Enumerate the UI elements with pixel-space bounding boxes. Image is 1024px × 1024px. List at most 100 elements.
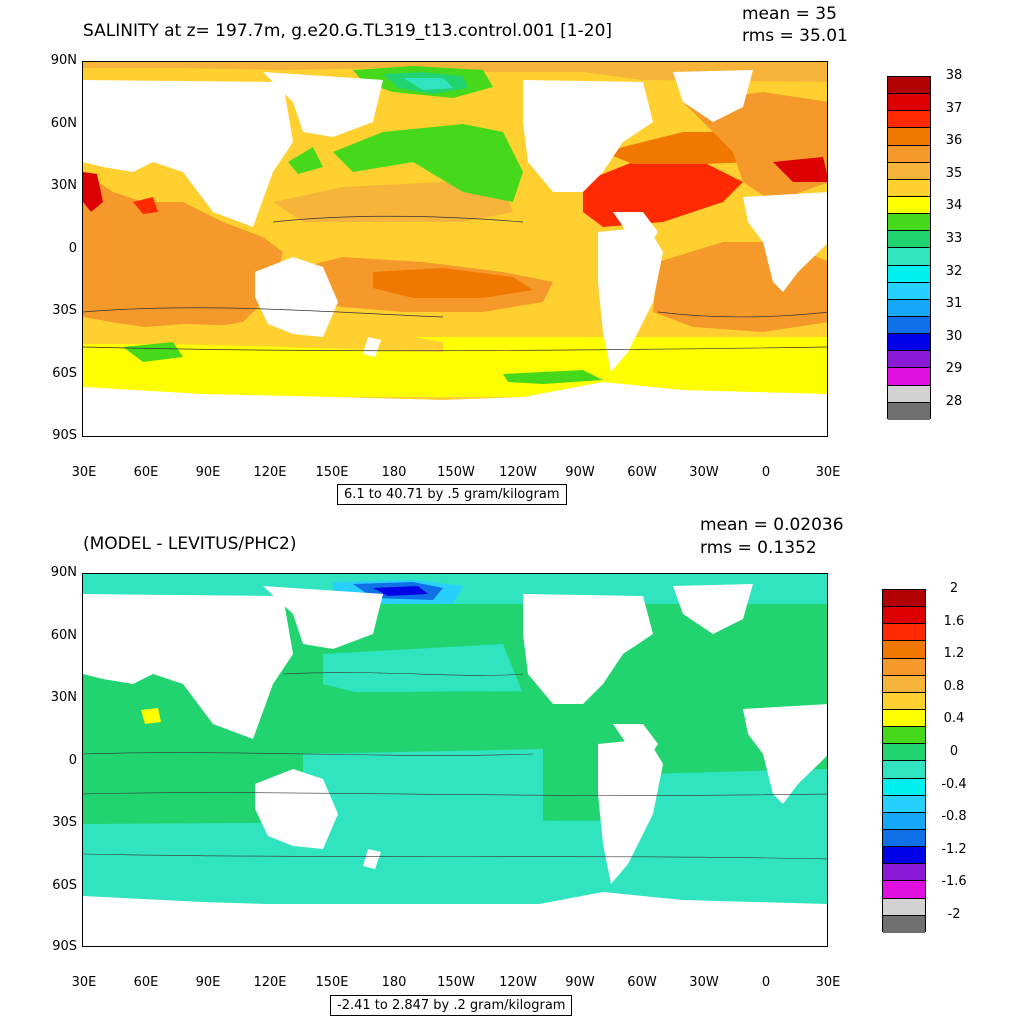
lat-tick-label: 90N <box>50 565 77 580</box>
colorbar-swatch <box>888 385 930 403</box>
lon-tick-label: 0 <box>761 465 771 480</box>
colorbar-label: 0.8 <box>943 678 965 694</box>
lon-tick-label: 150E <box>315 465 349 480</box>
colorbar-label: 31 <box>945 296 963 312</box>
colorbar-label: -1.6 <box>941 874 967 890</box>
colorbar-label: 35 <box>945 165 963 181</box>
colorbar-label: 1.6 <box>943 613 965 629</box>
colorbar-swatch <box>888 351 930 369</box>
colorbar-swatch <box>883 744 925 762</box>
colorbar-label: 33 <box>945 230 963 246</box>
lat-tick-label: 90N <box>50 53 77 68</box>
lat-tick-label: 90S <box>52 939 77 954</box>
colorbar-swatch <box>888 162 930 180</box>
colorbar-swatch <box>883 847 925 865</box>
colorbar-swatch <box>888 128 930 146</box>
lon-tick-label: 120W <box>499 975 537 990</box>
lon-tick-label: 90E <box>195 975 221 990</box>
lon-tick-label: 90W <box>565 975 595 990</box>
colorbar-swatch <box>883 915 925 933</box>
lon-tick-label: 180 <box>381 465 407 480</box>
lon-tick-label: 30E <box>71 465 97 480</box>
colorbar-label: -1.2 <box>941 841 967 857</box>
colorbar-swatch <box>888 111 930 129</box>
colorbar-swatch <box>888 77 930 95</box>
colorbar-swatch <box>883 607 925 625</box>
colorbar-swatch <box>883 641 925 659</box>
difference-panel: (MODEL - LEVITUS/PHC2) mean = 0.02036 rm… <box>0 512 1024 1024</box>
mean-label: mean = 35 <box>742 4 837 24</box>
lon-tick-label: 150E <box>315 975 349 990</box>
colorbar-label: 36 <box>945 133 963 149</box>
colorbar-label: 32 <box>945 263 963 279</box>
lon-tick-label: 60W <box>627 975 657 990</box>
colorbar-swatch <box>883 812 925 830</box>
lat-tick-label: 60S <box>52 366 77 381</box>
colorbar-swatch <box>883 709 925 728</box>
colorbar-swatch <box>883 624 925 642</box>
colorbar-swatch <box>883 778 925 796</box>
colorbar-label: 34 <box>945 198 963 214</box>
colorbar-swatch <box>883 692 925 710</box>
lon-tick-label: 30W <box>689 975 719 990</box>
salinity-map <box>82 61 828 437</box>
colorbar-swatch <box>888 282 930 300</box>
colorbar-label: -0.8 <box>941 809 967 825</box>
lon-tick-label: 180 <box>381 975 407 990</box>
colorbar-swatch <box>888 265 930 283</box>
colorbar-label: 2 <box>949 581 959 596</box>
colorbar-label: 1.2 <box>943 646 965 662</box>
colorbar-label: 37 <box>945 100 963 116</box>
lon-tick-label: 150W <box>437 465 475 480</box>
lat-tick-label: 60N <box>50 628 77 643</box>
colorbar-swatch <box>888 231 930 249</box>
lon-tick-label: 90E <box>195 465 221 480</box>
colorbar-swatch <box>883 675 925 693</box>
colorbar-swatch <box>888 196 930 215</box>
lon-tick-label: 30W <box>689 465 719 480</box>
colorbar-swatch <box>888 145 930 163</box>
lat-tick-label: 30S <box>52 303 77 318</box>
colorbar <box>882 589 926 933</box>
colorbar-swatch <box>883 590 925 608</box>
lon-tick-label: 120E <box>253 465 287 480</box>
colorbar-label: 29 <box>945 361 963 377</box>
lon-tick-label: 30E <box>815 975 841 990</box>
colorbar-swatch <box>888 299 930 317</box>
colorbar <box>887 76 931 420</box>
lat-tick-label: 60S <box>52 878 77 893</box>
colorbar-swatch <box>883 727 925 745</box>
colorbar-swatch <box>888 214 930 232</box>
lat-tick-label: 90S <box>52 428 77 443</box>
lon-tick-label: 30E <box>71 975 97 990</box>
colorbar-label: 0 <box>949 743 959 759</box>
colorbar-swatch <box>888 368 930 386</box>
colorbar-label: 0.4 <box>943 711 965 727</box>
colorbar-swatch <box>883 761 925 779</box>
colorbar-swatch <box>888 179 930 197</box>
colorbar-swatch <box>888 94 930 112</box>
colorbar-swatch <box>883 829 925 848</box>
rms-label: rms = 35.01 <box>742 26 848 46</box>
lon-tick-label: 120E <box>253 975 287 990</box>
colorbar-label: -2 <box>947 906 961 922</box>
salinity-panel: SALINITY at z= 197.7m, g.e20.G.TL319_t13… <box>50 4 963 505</box>
lon-tick-label: 60E <box>133 975 159 990</box>
lat-tick-label: 30N <box>50 690 77 705</box>
colorbar-label: 38 <box>945 68 963 83</box>
colorbar-swatch <box>883 881 925 899</box>
lon-tick-label: 90W <box>565 465 595 480</box>
colorbar-swatch <box>888 248 930 266</box>
lat-tick-label: 0 <box>68 241 77 256</box>
contour-info-box: 6.1 to 40.71 by .5 gram/kilogram <box>337 484 567 505</box>
map-title: (MODEL - LEVITUS/PHC2) <box>83 534 297 554</box>
contour-info-box: -2.41 to 2.847 by .2 gram/kilogram <box>330 995 573 1016</box>
colorbar-swatch <box>888 402 930 420</box>
lon-tick-label: 0 <box>761 975 771 990</box>
lat-tick-label: 30N <box>50 178 77 193</box>
mean-label: mean = 0.02036 <box>700 515 844 535</box>
colorbar-swatch <box>883 898 925 916</box>
lon-tick-label: 150W <box>437 975 475 990</box>
colorbar-swatch <box>883 795 925 813</box>
colorbar-label: -0.4 <box>941 776 967 792</box>
